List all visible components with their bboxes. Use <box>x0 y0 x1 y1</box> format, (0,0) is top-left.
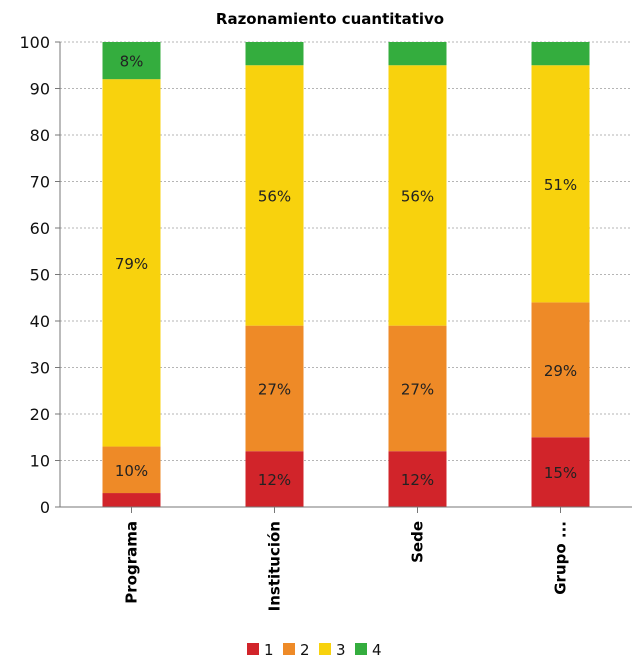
data-label: 27% <box>258 380 291 398</box>
bar-segment[interactable] <box>388 65 447 326</box>
y-tick-label: 100 <box>19 33 50 52</box>
bar-segment[interactable] <box>102 493 161 507</box>
legend-label[interactable]: 1 <box>264 641 274 659</box>
y-tick-label: 90 <box>30 80 50 99</box>
category-label: Grupo ... <box>552 521 570 595</box>
bar-segment[interactable] <box>245 325 304 452</box>
bar-segment[interactable] <box>531 437 590 507</box>
bar-segment[interactable] <box>531 42 590 66</box>
y-tick-label: 40 <box>30 312 50 331</box>
legend-label[interactable]: 4 <box>372 641 382 659</box>
data-label: 12% <box>401 471 434 489</box>
data-label: 15% <box>544 464 577 482</box>
data-label: 12% <box>258 471 291 489</box>
bar-segment[interactable] <box>245 65 304 326</box>
bar-segment[interactable] <box>102 79 161 447</box>
y-tick-label: 70 <box>30 173 50 192</box>
bar-segment[interactable] <box>531 302 590 438</box>
data-label: 56% <box>401 187 434 205</box>
y-tick-label: 30 <box>30 359 50 378</box>
category-label: Institución <box>266 521 284 611</box>
data-label: 27% <box>401 380 434 398</box>
bar-segment[interactable] <box>388 451 447 507</box>
legend-swatch[interactable] <box>283 643 295 655</box>
bar-segment[interactable] <box>102 446 161 494</box>
legend-swatch[interactable] <box>319 643 331 655</box>
bar-segment[interactable] <box>102 42 161 80</box>
category-label: Programa <box>123 521 141 604</box>
bar-segment[interactable] <box>245 451 304 507</box>
y-tick-label: 0 <box>40 498 50 517</box>
data-label: 56% <box>258 187 291 205</box>
chart-title: Razonamiento cuantitativo <box>216 10 444 28</box>
data-labels: 10% 79% 8% 12% 27% 56% 12% 27% 56% 15% 29% 51% <box>115 53 577 490</box>
bars <box>102 42 590 507</box>
data-label: 8% <box>120 53 144 71</box>
bar-segment[interactable] <box>388 325 447 452</box>
data-label: 10% <box>115 462 148 480</box>
y-tick-label: 50 <box>30 266 50 285</box>
bar-segment[interactable] <box>388 42 447 66</box>
bar-segment[interactable] <box>245 42 304 66</box>
y-tick-label: 20 <box>30 405 50 424</box>
legend-label[interactable]: 3 <box>336 641 346 659</box>
y-tick-label: 10 <box>30 452 50 471</box>
bar-segment[interactable] <box>531 65 590 303</box>
data-label: 51% <box>544 176 577 194</box>
legend-label[interactable]: 2 <box>300 641 310 659</box>
legend[interactable]: 1 2 3 4 <box>247 641 382 659</box>
data-label: 29% <box>544 362 577 380</box>
legend-swatch[interactable] <box>355 643 367 655</box>
category-label: Sede <box>409 521 427 563</box>
data-label: 79% <box>115 255 148 273</box>
y-tick-label: 80 <box>30 126 50 145</box>
axes: 0 10 20 30 40 50 60 70 80 90 100 Programa Institució… <box>19 33 632 611</box>
legend-swatch[interactable] <box>247 643 259 655</box>
y-tick-label: 60 <box>30 219 50 238</box>
